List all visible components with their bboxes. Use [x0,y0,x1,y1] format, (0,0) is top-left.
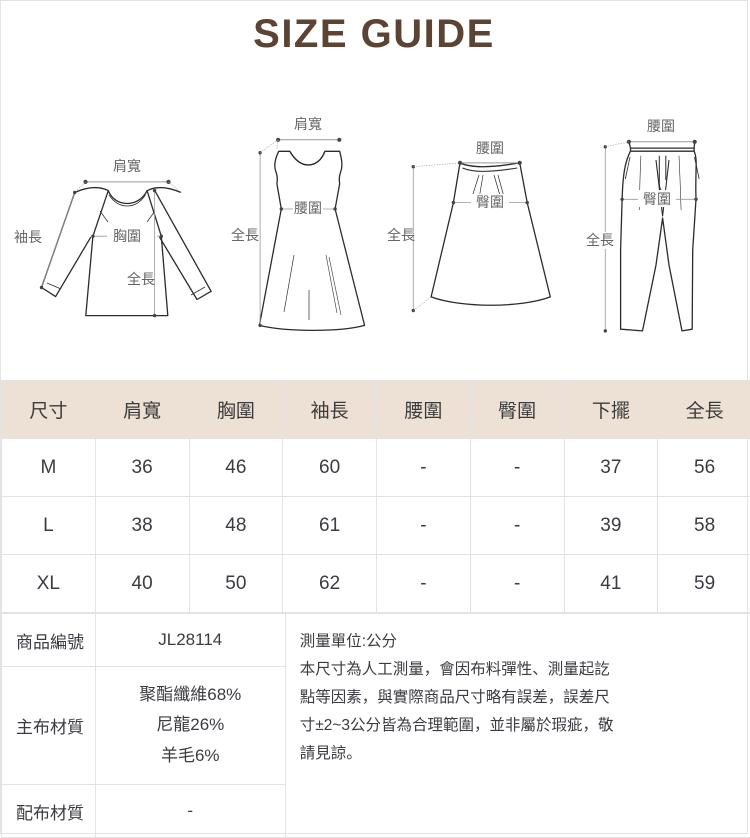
svg-text:胸圍: 胸圍 [113,228,141,244]
svg-text:臀圍: 臀圍 [476,194,504,210]
svg-text:全長: 全長 [387,227,415,243]
svg-text:全長: 全長 [231,227,259,243]
svg-text:肩寬: 肩寬 [294,116,322,132]
svg-text:腰圍: 腰圍 [294,200,322,216]
svg-text:腰圍: 腰圍 [476,140,504,156]
svg-text:臀圍: 臀圍 [643,191,671,207]
svg-text:肩寬: 肩寬 [113,158,141,174]
svg-text:腰圍: 腰圍 [647,118,675,134]
svg-text:全長: 全長 [127,271,155,287]
svg-text:全長: 全長 [586,232,614,248]
svg-text:袖長: 袖長 [14,229,42,245]
